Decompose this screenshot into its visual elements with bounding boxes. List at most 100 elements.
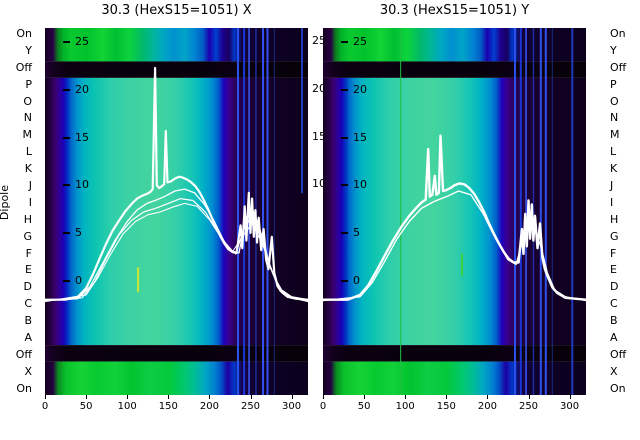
- row-label-n: N: [23, 111, 32, 125]
- tick-mark: [341, 89, 348, 91]
- row-labels-right: On Y Off P O N M L K J I H G F E D C B A Off X On: [606, 28, 640, 395]
- y-tick-value: 15: [75, 130, 89, 144]
- row-label-on: On: [610, 381, 626, 395]
- x-tick-250: 250: [240, 401, 261, 412]
- row-label-f: F: [610, 246, 617, 260]
- x-tick-mark: [446, 395, 448, 399]
- row-label-k: K: [24, 162, 32, 176]
- x-tick-150: 150: [436, 401, 456, 412]
- y-tick-0: 0: [63, 273, 82, 287]
- row-label-on: On: [16, 27, 32, 40]
- row-label-n: N: [610, 111, 619, 125]
- row-label-d: D: [610, 280, 619, 294]
- x-tick-mark: [405, 395, 407, 399]
- row-label-a: A: [24, 331, 32, 345]
- row-label-off: Off: [15, 347, 32, 361]
- profile-curve: [45, 202, 308, 303]
- row-label-l: L: [610, 145, 617, 159]
- row-label-e: E: [610, 263, 617, 277]
- row-label-x: X: [24, 364, 32, 378]
- y-tick-0: 0: [341, 273, 360, 287]
- row-label-o: O: [23, 94, 32, 108]
- y-tick-10: 10: [341, 179, 367, 191]
- panel-y-title: 30.3 (HexS15=1051) Y: [379, 3, 530, 18]
- x-tick-mark: [45, 395, 46, 399]
- x-tick-150: 150: [158, 401, 178, 412]
- tick-mark: [63, 279, 70, 282]
- row-label-j: J: [28, 179, 32, 193]
- y-tick-value: 5: [353, 225, 360, 239]
- y-tick-value: 15: [353, 130, 367, 144]
- y-tick-value: 5: [75, 225, 82, 239]
- row-label-k: K: [610, 162, 618, 176]
- y-tick-right-15: 15: [312, 129, 326, 143]
- heatmap-y: [323, 28, 586, 395]
- row-label-y: Y: [25, 43, 32, 57]
- x-tick-mark: [528, 395, 530, 399]
- row-label-c: C: [24, 297, 32, 311]
- y-tick-value: 25: [353, 35, 367, 49]
- y-tick-20: 20: [341, 84, 367, 96]
- x-tick-mark: [569, 395, 571, 399]
- x-tick-mark: [364, 395, 366, 399]
- row-label-y: Y: [610, 43, 617, 57]
- row-label-h: H: [610, 212, 619, 226]
- y-tick-value: 10: [353, 178, 367, 192]
- heatmap-x: [45, 28, 308, 395]
- row-label-b: B: [24, 314, 32, 328]
- row-label-d: D: [23, 280, 32, 294]
- y-tick-10: 10: [63, 179, 89, 191]
- row-label-a: A: [610, 331, 618, 345]
- tick-mark: [341, 231, 348, 234]
- x-tick-250: 250: [518, 401, 539, 412]
- profile-curve: [323, 190, 586, 302]
- y-tick-right-20: 20: [312, 82, 326, 95]
- x-tick-mark: [291, 395, 293, 399]
- row-label-b: B: [610, 314, 618, 328]
- x-tick-mark: [127, 395, 129, 399]
- x-tick-mark: [323, 395, 324, 399]
- tick-mark: [341, 136, 348, 139]
- tick-mark: [63, 41, 70, 44]
- y-tick-15: 15: [63, 130, 89, 144]
- row-label-o: O: [610, 94, 619, 108]
- x-tick-mark: [86, 395, 88, 399]
- row-label-l: L: [25, 145, 32, 159]
- x-tick-50: 50: [79, 401, 93, 412]
- x-tick-300: 300: [560, 401, 580, 412]
- row-label-x: X: [610, 364, 618, 378]
- x-tick-200: 200: [199, 401, 219, 412]
- y-tick-value: 0: [353, 273, 360, 287]
- y-tick-5: 5: [63, 225, 82, 239]
- y-tick-25: 25: [63, 36, 89, 48]
- tick-mark: [63, 136, 70, 139]
- y-tick-value: 20: [75, 83, 89, 96]
- x-tick-0: 0: [41, 401, 49, 412]
- row-label-j: J: [610, 179, 614, 193]
- x-tick-mark: [250, 395, 252, 399]
- row-label-m: M: [610, 128, 620, 142]
- profile-curve: [323, 134, 586, 301]
- x-tick-300: 300: [282, 401, 302, 412]
- y-tick-20: 20: [63, 84, 89, 96]
- row-label-on: On: [610, 27, 626, 40]
- y-tick-15: 15: [341, 130, 367, 144]
- row-label-p: P: [25, 77, 32, 91]
- y-tick-value: 10: [75, 178, 89, 192]
- y-tick-25: 25: [341, 36, 367, 48]
- y-tick-right-10: 10: [312, 177, 326, 191]
- tick-mark: [63, 231, 70, 234]
- row-label-g: G: [610, 229, 619, 243]
- x-tick-0: 0: [319, 401, 327, 412]
- row-labels-left: On Y Off P O N M L K J I H G F E D C B A Off X On: [0, 28, 32, 395]
- profile-curve: [45, 66, 308, 301]
- row-label-i: I: [610, 195, 614, 209]
- panel-x-title: 30.3 (HexS15=1051) X: [101, 3, 252, 18]
- y-tick-value: 0: [75, 273, 82, 287]
- y-tick-value: 20: [353, 83, 367, 96]
- y-tick-value: 25: [75, 35, 89, 49]
- y-tick-right-25: 25: [312, 34, 326, 48]
- tick-mark: [341, 41, 348, 44]
- row-label-h: H: [23, 212, 32, 226]
